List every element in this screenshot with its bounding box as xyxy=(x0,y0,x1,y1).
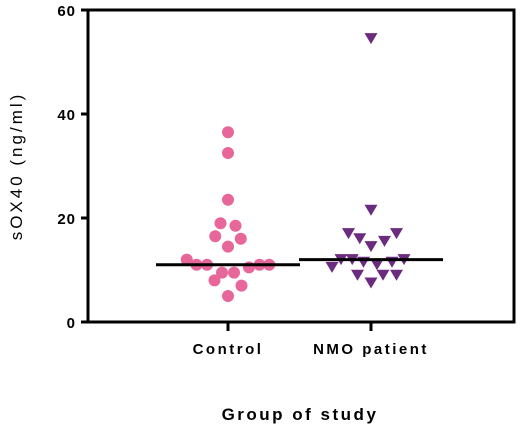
x-tick-label: NMO patient xyxy=(313,341,429,358)
data-point-triangle xyxy=(351,269,364,281)
data-point-circle xyxy=(243,261,255,274)
data-point-circle xyxy=(180,253,193,266)
data-point-circle xyxy=(235,279,248,292)
data-point-triangle xyxy=(342,228,355,240)
data-point-triangle xyxy=(364,277,378,289)
data-point-triangle xyxy=(370,259,384,271)
data-point-circle xyxy=(222,290,234,302)
y-tick-label: 40 xyxy=(57,107,76,124)
data-point-triangle xyxy=(390,269,403,281)
data-point-triangle xyxy=(325,261,339,273)
y-axis-ticks: 0 20 40 60 xyxy=(57,3,88,332)
data-point-circle xyxy=(229,219,242,232)
data-points xyxy=(180,33,411,302)
y-tick-label: 0 xyxy=(67,315,76,332)
data-point-triangle xyxy=(353,233,367,245)
data-point-triangle xyxy=(390,228,403,240)
data-point-triangle xyxy=(364,241,378,253)
plot-frame xyxy=(86,8,516,324)
data-point-triangle xyxy=(376,269,390,281)
data-point-triangle xyxy=(364,204,378,216)
data-point-circle xyxy=(208,274,221,287)
data-point-circle xyxy=(234,232,247,245)
median-lines xyxy=(156,258,443,267)
y-axis-title: sOX40 (ng/ml) xyxy=(7,92,26,241)
data-point-circle xyxy=(222,147,234,159)
plot-border xyxy=(86,8,516,324)
y-tick-label: 20 xyxy=(57,211,76,228)
y-tick-label: 60 xyxy=(57,3,76,20)
data-point-circle xyxy=(216,266,228,279)
data-point-circle xyxy=(222,240,234,253)
data-point-circle xyxy=(228,266,240,279)
data-point-circle xyxy=(222,126,234,139)
data-point-triangle xyxy=(364,33,378,45)
data-point-circle xyxy=(222,193,234,206)
x-axis-title: Group of study xyxy=(222,405,379,424)
x-axis-ticks: Control NMO patient xyxy=(193,322,429,358)
x-tick-label: Control xyxy=(193,341,264,358)
data-point-circle xyxy=(209,230,222,243)
data-point-circle xyxy=(214,217,227,230)
data-point-triangle xyxy=(378,235,391,247)
